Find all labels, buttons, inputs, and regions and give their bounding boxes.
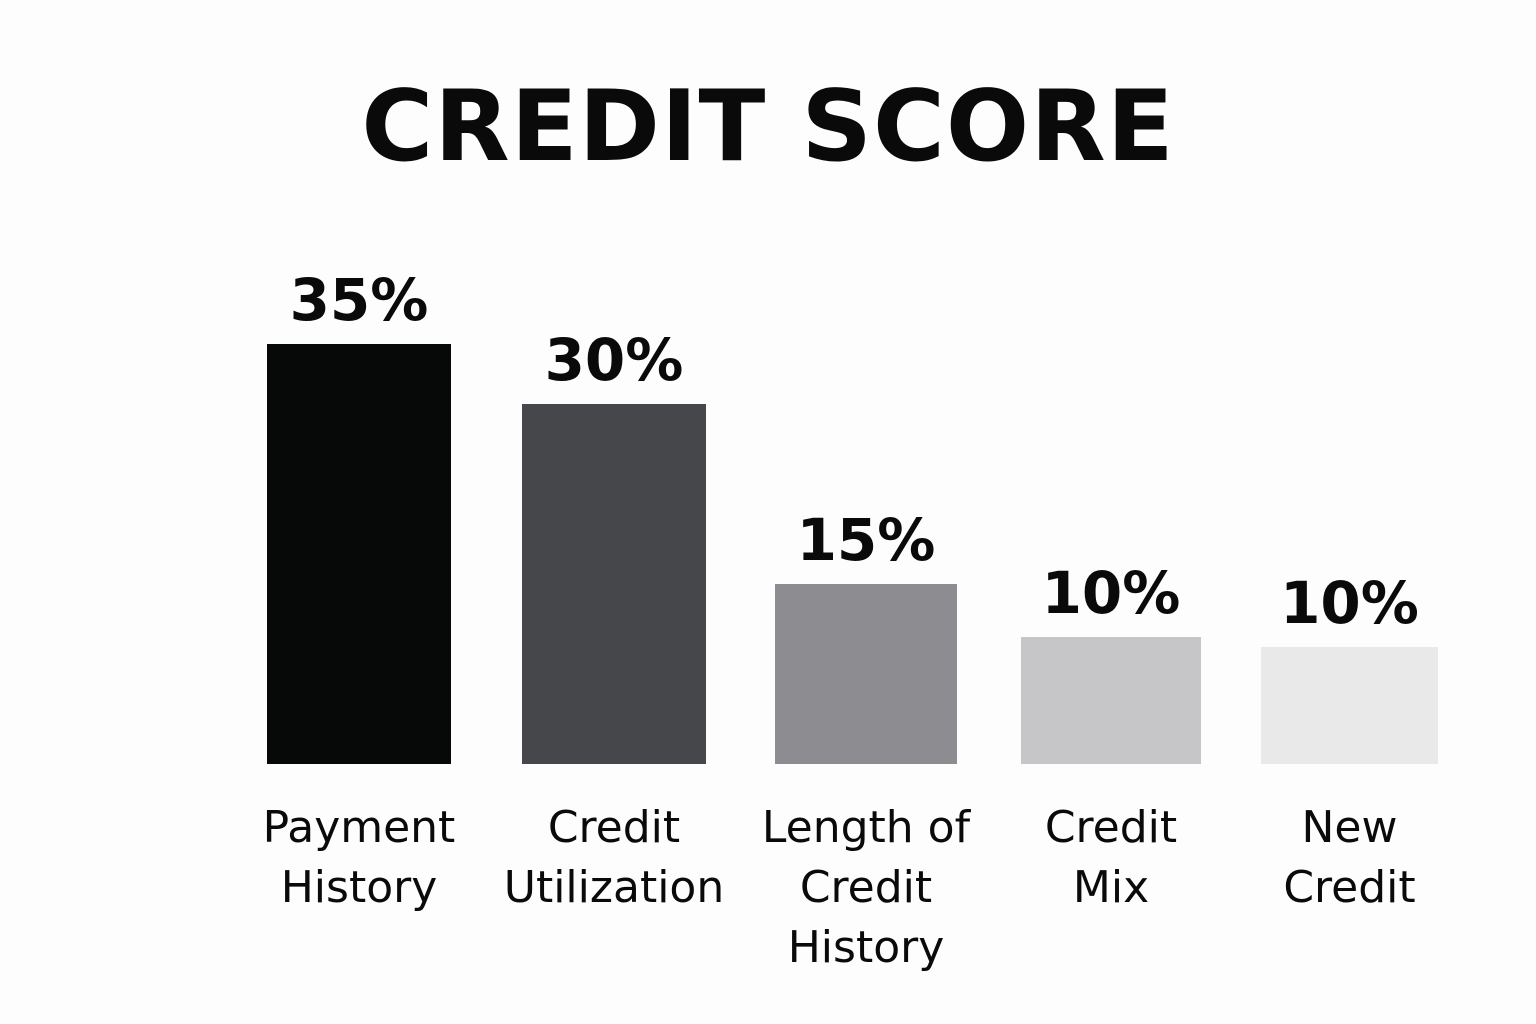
category-label-4: Credit Mix xyxy=(1045,802,1177,913)
category-label-line: Credit xyxy=(1283,862,1415,913)
category-label-line: New xyxy=(1302,802,1398,853)
chart-title: CREDIT SCORE xyxy=(361,70,1175,184)
bar-2 xyxy=(522,404,706,764)
category-label-1: Payment History xyxy=(263,802,456,913)
category-label-5: New Credit xyxy=(1283,802,1415,913)
bar-4 xyxy=(1021,637,1201,764)
value-label-4: 10% xyxy=(1042,559,1181,627)
category-label-line: Length of xyxy=(762,802,972,853)
value-label-5: 10% xyxy=(1280,569,1419,637)
category-label-line: Utilization xyxy=(504,862,724,913)
category-label-line: History xyxy=(788,922,945,973)
value-label-3: 15% xyxy=(797,506,936,574)
category-label-line: Credit xyxy=(800,862,932,913)
category-label-line: History xyxy=(281,862,438,913)
category-label-line: Credit xyxy=(548,802,680,853)
category-label-3: Length of Credit History xyxy=(762,802,972,973)
value-label-2: 30% xyxy=(545,326,684,394)
category-label-2: Credit Utilization xyxy=(504,802,724,913)
category-label-line: Mix xyxy=(1073,862,1149,913)
bar-5 xyxy=(1261,647,1438,764)
value-label-1: 35% xyxy=(290,266,429,334)
category-label-line: Credit xyxy=(1045,802,1177,853)
category-label-line: Payment xyxy=(263,802,456,853)
bar-1 xyxy=(267,344,451,764)
bar-3 xyxy=(775,584,957,764)
